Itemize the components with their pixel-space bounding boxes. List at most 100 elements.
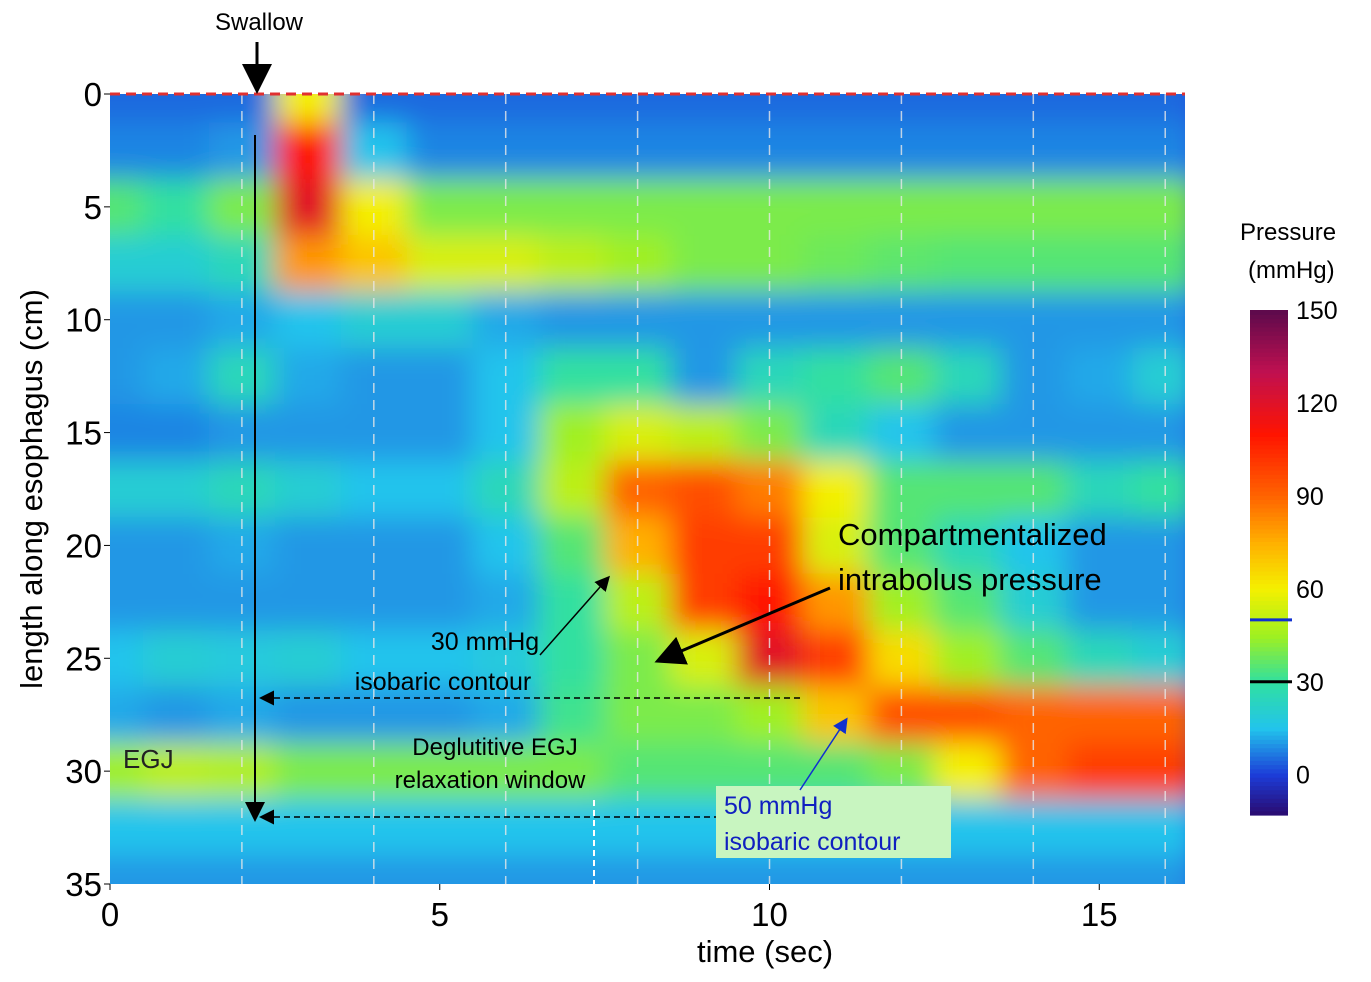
colorbar: 0306090120150 xyxy=(1250,297,1338,816)
colorbar-swatch xyxy=(1250,777,1288,782)
colorbar-tick-label: 150 xyxy=(1296,297,1338,325)
colorbar-swatch xyxy=(1250,323,1288,328)
heatmap-cell xyxy=(539,630,605,687)
heatmap-cell xyxy=(671,574,737,631)
heatmap-cell xyxy=(275,235,341,292)
heatmap-cell xyxy=(143,292,209,349)
colorbar-swatch xyxy=(1250,647,1288,652)
colorbar-swatch xyxy=(1250,651,1288,656)
heatmap-cell xyxy=(934,404,1000,461)
colorbar-swatch xyxy=(1250,453,1288,458)
colorbar-swatch xyxy=(1250,457,1288,462)
colorbar-title: Pressure xyxy=(1240,219,1336,246)
colorbar-swatch xyxy=(1250,466,1288,471)
heatmap-cell xyxy=(275,461,341,518)
colorbar-swatch xyxy=(1250,739,1288,744)
heatmap-cell xyxy=(407,404,473,461)
colorbar-swatch xyxy=(1250,802,1288,807)
colorbar-swatch xyxy=(1250,554,1288,559)
heatmap-cell xyxy=(671,404,737,461)
colorbar-swatch xyxy=(1250,596,1288,601)
heatmap-cell xyxy=(143,179,209,236)
x-tick-label: 5 xyxy=(431,896,449,933)
colorbar-swatch xyxy=(1250,798,1288,803)
colorbar-swatch xyxy=(1250,609,1288,614)
colorbar-swatch xyxy=(1250,373,1288,378)
heatmap-cell xyxy=(407,348,473,405)
colorbar-swatch xyxy=(1250,630,1288,635)
annotation: EGJ xyxy=(123,744,174,774)
heatmap-cell xyxy=(934,235,1000,292)
colorbar-swatch xyxy=(1250,575,1288,580)
heatmap-cell xyxy=(407,292,473,349)
heatmap-cell xyxy=(934,461,1000,518)
colorbar-swatch xyxy=(1250,714,1288,719)
colorbar-swatch xyxy=(1250,727,1288,732)
heatmap-cell xyxy=(143,235,209,292)
heatmap-cell xyxy=(275,348,341,405)
heatmap-cell xyxy=(1066,179,1132,236)
colorbar-swatch xyxy=(1250,470,1288,475)
heatmap-cell xyxy=(539,179,605,236)
colorbar-swatch xyxy=(1250,672,1288,677)
heatmap-cell xyxy=(802,630,868,687)
colorbar-swatch xyxy=(1250,529,1288,534)
heatmap-cell xyxy=(671,517,737,574)
colorbar-swatch xyxy=(1250,786,1288,791)
annotation: relaxation window xyxy=(395,767,586,794)
colorbar-swatch xyxy=(1250,428,1288,433)
heatmap-cell xyxy=(407,574,473,631)
colorbar-tick-label: 30 xyxy=(1296,669,1324,697)
colorbar-swatch xyxy=(1250,411,1288,416)
colorbar-swatch xyxy=(1250,339,1288,344)
colorbar-swatch xyxy=(1250,664,1288,669)
colorbar-tick-label: 0 xyxy=(1296,762,1310,790)
colorbar-swatch xyxy=(1250,701,1288,706)
colorbar-swatch xyxy=(1250,693,1288,698)
colorbar-swatch xyxy=(1250,331,1288,336)
heatmap-cell xyxy=(77,461,143,518)
annotation: Compartmentalized xyxy=(838,517,1107,552)
colorbar-swatch xyxy=(1250,424,1288,429)
heatmap-cell xyxy=(1066,630,1132,687)
colorbar-swatch xyxy=(1250,525,1288,530)
colorbar-swatch xyxy=(1250,533,1288,538)
heatmap-cell xyxy=(275,574,341,631)
colorbar-swatch xyxy=(1250,440,1288,445)
colorbar-swatch xyxy=(1250,335,1288,340)
colorbar-swatch xyxy=(1250,361,1288,366)
heatmap-cell xyxy=(934,179,1000,236)
heatmap-cell xyxy=(671,179,737,236)
heatmap-cell xyxy=(1066,122,1132,179)
heatmap-cell xyxy=(143,630,209,687)
colorbar-swatch xyxy=(1250,689,1288,694)
annotation: isobaric contour xyxy=(724,828,900,856)
colorbar-swatch xyxy=(1250,495,1288,500)
colorbar-swatch xyxy=(1250,706,1288,711)
heatmap-cell xyxy=(143,517,209,574)
colorbar-swatch xyxy=(1250,571,1288,576)
heatmap-cell xyxy=(1066,404,1132,461)
heatmap-cell xyxy=(671,348,737,405)
colorbar-swatch xyxy=(1250,752,1288,757)
colorbar-swatch xyxy=(1250,659,1288,664)
colorbar-swatch xyxy=(1250,550,1288,555)
colorbar-swatch xyxy=(1250,382,1288,387)
colorbar-tick-label: 90 xyxy=(1296,483,1324,511)
colorbar-swatch xyxy=(1250,748,1288,753)
heatmap-cell xyxy=(275,122,341,179)
heatmap-cell xyxy=(143,122,209,179)
colorbar-swatch xyxy=(1250,432,1288,437)
colorbar-swatch xyxy=(1250,352,1288,357)
heatmap-cell xyxy=(77,122,143,179)
colorbar-swatch xyxy=(1250,685,1288,690)
heatmap-cell xyxy=(539,348,605,405)
heatmap-cell xyxy=(802,348,868,405)
heatmap-cell xyxy=(275,404,341,461)
colorbar-swatch xyxy=(1250,516,1288,521)
heatmap-cell xyxy=(275,687,341,744)
heatmap-cell xyxy=(539,574,605,631)
colorbar-swatch xyxy=(1250,781,1288,786)
colorbar-swatch xyxy=(1250,474,1288,479)
